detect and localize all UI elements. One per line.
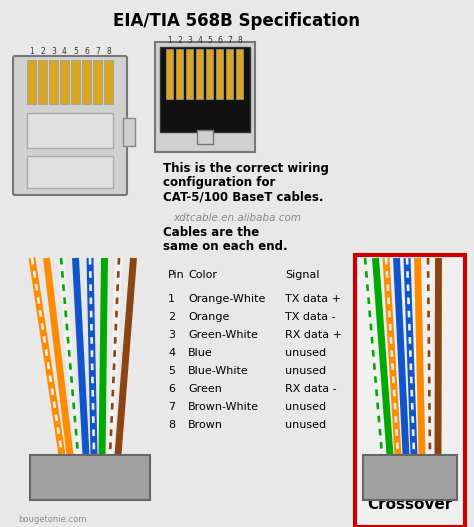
Bar <box>166 49 173 99</box>
Text: Color: Color <box>188 270 217 280</box>
Text: Blue-White: Blue-White <box>188 366 249 376</box>
Text: This is the correct wiring: This is the correct wiring <box>163 162 329 175</box>
Bar <box>155 42 255 152</box>
Bar <box>227 49 234 99</box>
Text: 3: 3 <box>188 36 192 45</box>
Text: TX data +: TX data + <box>285 294 341 304</box>
Bar <box>71 60 80 104</box>
Text: 2: 2 <box>40 47 45 56</box>
Text: 3: 3 <box>168 330 175 340</box>
Bar <box>197 49 203 99</box>
Text: TX data -: TX data - <box>285 312 336 322</box>
Text: xdtcable.en.alibaba.com: xdtcable.en.alibaba.com <box>173 213 301 223</box>
Text: Signal: Signal <box>285 270 319 280</box>
Bar <box>104 60 113 104</box>
Text: unused: unused <box>285 402 326 412</box>
Text: Blue: Blue <box>188 348 213 358</box>
Text: 1: 1 <box>29 47 34 56</box>
Text: same on each end.: same on each end. <box>163 240 288 253</box>
Bar <box>186 49 193 99</box>
Text: 7: 7 <box>168 402 175 412</box>
Text: unused: unused <box>285 366 326 376</box>
Bar <box>176 49 183 99</box>
Text: 2: 2 <box>168 312 175 322</box>
Bar <box>23 58 117 108</box>
Bar <box>38 60 47 104</box>
Bar <box>160 47 250 132</box>
Bar <box>27 156 113 188</box>
Text: 2: 2 <box>178 36 182 45</box>
Bar <box>197 130 213 144</box>
Text: Cables are the: Cables are the <box>163 226 259 239</box>
Text: RX data -: RX data - <box>285 384 337 394</box>
Bar <box>363 455 457 500</box>
Text: CAT-5/100 BaseT cables.: CAT-5/100 BaseT cables. <box>163 190 323 203</box>
Bar <box>60 60 69 104</box>
Bar <box>355 255 465 527</box>
Text: 4: 4 <box>62 47 67 56</box>
Text: Crossover: Crossover <box>367 497 453 512</box>
Text: Green-White: Green-White <box>188 330 258 340</box>
Text: unused: unused <box>285 348 326 358</box>
Bar <box>123 118 135 146</box>
Text: Green: Green <box>188 384 222 394</box>
Text: 6: 6 <box>168 384 175 394</box>
Text: 5: 5 <box>73 47 78 56</box>
Bar <box>30 455 150 500</box>
Text: UTP: UTP <box>393 482 427 497</box>
Text: 8: 8 <box>237 36 242 45</box>
Bar <box>217 49 224 99</box>
FancyBboxPatch shape <box>13 56 127 195</box>
Text: Brown: Brown <box>188 420 223 430</box>
Bar <box>27 113 113 148</box>
Text: bougetonie.com: bougetonie.com <box>18 515 86 524</box>
Text: 7: 7 <box>228 36 232 45</box>
Bar <box>93 60 102 104</box>
Text: 6: 6 <box>84 47 89 56</box>
Text: 7: 7 <box>95 47 100 56</box>
Text: 8: 8 <box>168 420 175 430</box>
Text: 5: 5 <box>208 36 212 45</box>
Text: EIA/TIA 568B Specification: EIA/TIA 568B Specification <box>113 12 361 30</box>
Text: 1: 1 <box>168 294 175 304</box>
Bar <box>237 49 244 99</box>
Text: unused: unused <box>285 420 326 430</box>
Text: 4: 4 <box>198 36 202 45</box>
Text: 8: 8 <box>106 47 111 56</box>
Text: RX data +: RX data + <box>285 330 342 340</box>
Bar <box>27 60 36 104</box>
Text: 5: 5 <box>168 366 175 376</box>
Text: 1: 1 <box>168 36 173 45</box>
Bar <box>82 60 91 104</box>
Text: 4: 4 <box>168 348 175 358</box>
Bar <box>207 49 213 99</box>
Text: Orange-White: Orange-White <box>188 294 265 304</box>
Text: 6: 6 <box>218 36 222 45</box>
Text: 3: 3 <box>51 47 56 56</box>
Text: configuration for: configuration for <box>163 176 275 189</box>
Bar <box>49 60 58 104</box>
Text: Orange: Orange <box>188 312 229 322</box>
Text: Pin: Pin <box>168 270 185 280</box>
Text: Brown-White: Brown-White <box>188 402 259 412</box>
